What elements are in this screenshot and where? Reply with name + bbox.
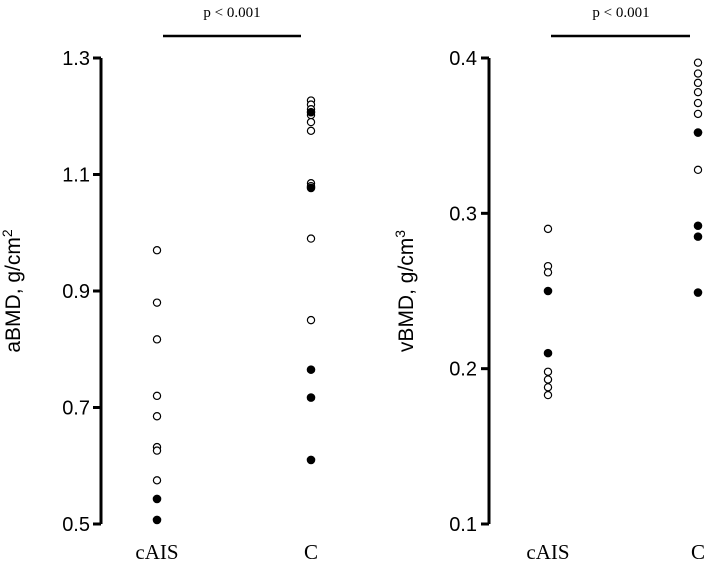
chart-panel-2: 0.1 0.2 0.3 0.4 vBMD, g/cm3 cAIS Cp < 0.001 [392, 5, 705, 564]
data-point-open [693, 78, 703, 88]
data-point-filled [306, 393, 316, 402]
data-point-open [543, 367, 553, 376]
data-point-open [152, 298, 162, 307]
y-tick-label: 0.9 [62, 281, 90, 303]
y-tick-label: 0.3 [449, 203, 477, 225]
data-point-open [152, 391, 162, 401]
category-label: cAIS [526, 540, 569, 564]
data-point-open [152, 476, 162, 485]
category-label: C [691, 540, 705, 564]
y-tick-label: 1.1 [62, 165, 90, 187]
data-point-open [693, 165, 703, 175]
y-tick-label: 0.5 [62, 514, 90, 536]
data-point-filled [306, 107, 316, 117]
y-tick-label: 0.4 [449, 48, 477, 70]
data-point-open [543, 375, 553, 384]
significance-label: p < 0.001 [203, 5, 260, 21]
data-point-filled [543, 348, 553, 358]
data-point-filled [306, 365, 316, 374]
data-point-open [543, 224, 553, 234]
data-point-open [693, 69, 703, 78]
data-point-filled [152, 494, 162, 504]
data-point-open [306, 126, 316, 136]
data-point-open [543, 383, 553, 392]
data-point-open [693, 58, 703, 67]
y-tick-label: 0.2 [449, 359, 477, 381]
y-tick-label: 1.3 [62, 48, 90, 70]
data-point-open [152, 412, 162, 421]
data-point-open [306, 234, 316, 243]
data-point-open [152, 446, 162, 455]
data-point-filled [693, 232, 703, 241]
data-point-filled [152, 515, 162, 525]
data-point-open [543, 390, 553, 400]
data-point-filled [693, 128, 703, 137]
chart-panel-1: 0.5 0.7 0.9 1.1 1.3 aBMD, g/cm2 cAIS Cp < 0.001 [0, 5, 318, 564]
y-tick-label: 0.1 [449, 514, 477, 536]
data-point-open [543, 268, 553, 277]
data-point-open [306, 117, 316, 127]
data-point-open [693, 109, 703, 119]
data-point-filled [693, 288, 703, 297]
data-point-filled [693, 221, 703, 231]
y-axis-label: vBMD, g/cm3 [392, 230, 418, 352]
data-point-filled [306, 183, 316, 193]
category-label: cAIS [135, 540, 178, 564]
significance-label: p < 0.001 [592, 5, 649, 21]
data-point-open [693, 87, 703, 97]
data-point-filled [306, 455, 316, 465]
y-tick-label: 0.7 [62, 398, 90, 420]
data-point-open [306, 315, 316, 325]
data-point-open [152, 246, 162, 255]
y-axis-label: aBMD, g/cm2 [0, 229, 25, 353]
category-label: C [304, 540, 318, 564]
data-point-open [152, 335, 162, 344]
data-point-filled [543, 286, 553, 296]
data-point-open [693, 98, 703, 108]
